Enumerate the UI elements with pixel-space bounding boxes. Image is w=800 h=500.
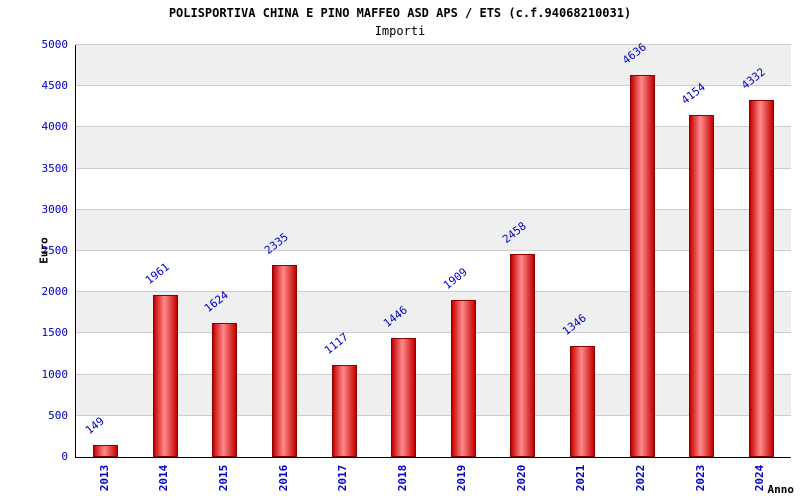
- x-tick-label: 2022: [634, 464, 648, 492]
- gridline: [76, 250, 791, 251]
- bar-2022: [629, 75, 655, 457]
- background-band: [76, 127, 791, 169]
- x-tick-label: 2020: [514, 464, 528, 492]
- gridline: [76, 332, 791, 334]
- y-tick-label: 4500: [41, 79, 69, 93]
- y-tick-label: 2500: [41, 244, 69, 257]
- x-tick-label: 2024: [753, 464, 767, 492]
- background-band: [76, 374, 791, 416]
- bar-2019: [450, 299, 476, 457]
- x-tick-label: 2015: [216, 464, 230, 492]
- y-tick-label: 4000: [41, 120, 69, 134]
- bar-2014: [152, 295, 178, 457]
- gridline: [76, 208, 791, 210]
- chart-subtitle: Importi: [374, 24, 426, 38]
- x-tick-label: 2023: [693, 464, 707, 492]
- x-axis-title: Anno: [767, 483, 795, 496]
- bar-2024: [748, 100, 774, 457]
- y-tick-label: 0: [61, 450, 68, 463]
- y-tick-label: 1000: [41, 367, 69, 381]
- y-tick-label: 5000: [41, 38, 69, 51]
- gridline: [76, 414, 791, 416]
- y-tick-label: 3000: [41, 202, 69, 216]
- gridline: [76, 167, 791, 169]
- bar-2013: [93, 444, 119, 457]
- chart-title: POLISPORTIVA CHINA E PINO MAFFEO ASD APS…: [168, 6, 632, 20]
- x-tick-label: 2017: [336, 464, 350, 492]
- bar-2015: [212, 323, 238, 457]
- gridline: [76, 85, 791, 87]
- gridline: [76, 44, 791, 45]
- background-band: [76, 292, 791, 334]
- gridline: [76, 373, 791, 375]
- y-tick-label: 1500: [41, 326, 69, 340]
- x-tick-label: 2013: [97, 464, 111, 492]
- bar-2021: [569, 346, 595, 457]
- background-band: [76, 209, 791, 251]
- y-tick-label: 2000: [41, 285, 69, 299]
- bar-2020: [510, 254, 536, 457]
- x-tick-label: 2018: [395, 464, 409, 492]
- x-tick-label: 2016: [276, 464, 290, 492]
- gridline: [76, 126, 791, 128]
- y-tick-label: 500: [48, 408, 68, 422]
- bar-2016: [272, 264, 298, 457]
- bar-2017: [331, 364, 357, 457]
- x-tick-label: 2021: [574, 464, 588, 492]
- bar-value-label: 1961: [142, 260, 172, 288]
- bar-2018: [391, 337, 417, 457]
- bar-2023: [689, 114, 715, 457]
- bar-value-label: 1117: [321, 330, 351, 357]
- bar-value-label: 149: [83, 414, 107, 437]
- plot-area: 149 1961 1624 2335 1117 1446 1909 2458 1346 4636 4…: [75, 40, 791, 458]
- bar-value-label: 1909: [440, 265, 470, 292]
- x-tick-label: 2014: [157, 464, 171, 492]
- x-tick-label: 2019: [455, 464, 469, 492]
- gridline: [76, 291, 791, 293]
- y-tick-label: 3500: [41, 161, 69, 175]
- background-band: [76, 45, 791, 87]
